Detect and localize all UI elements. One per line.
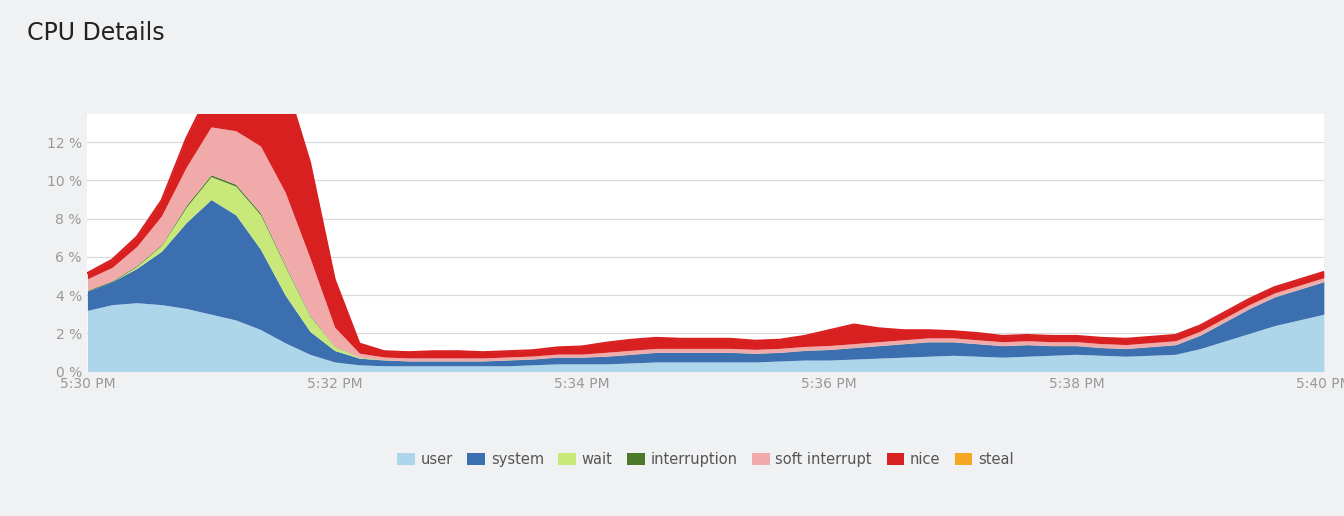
Text: CPU Details: CPU Details xyxy=(27,21,164,45)
Legend: user, system, wait, interruption, soft interrupt, nice, steal: user, system, wait, interruption, soft i… xyxy=(391,446,1020,473)
